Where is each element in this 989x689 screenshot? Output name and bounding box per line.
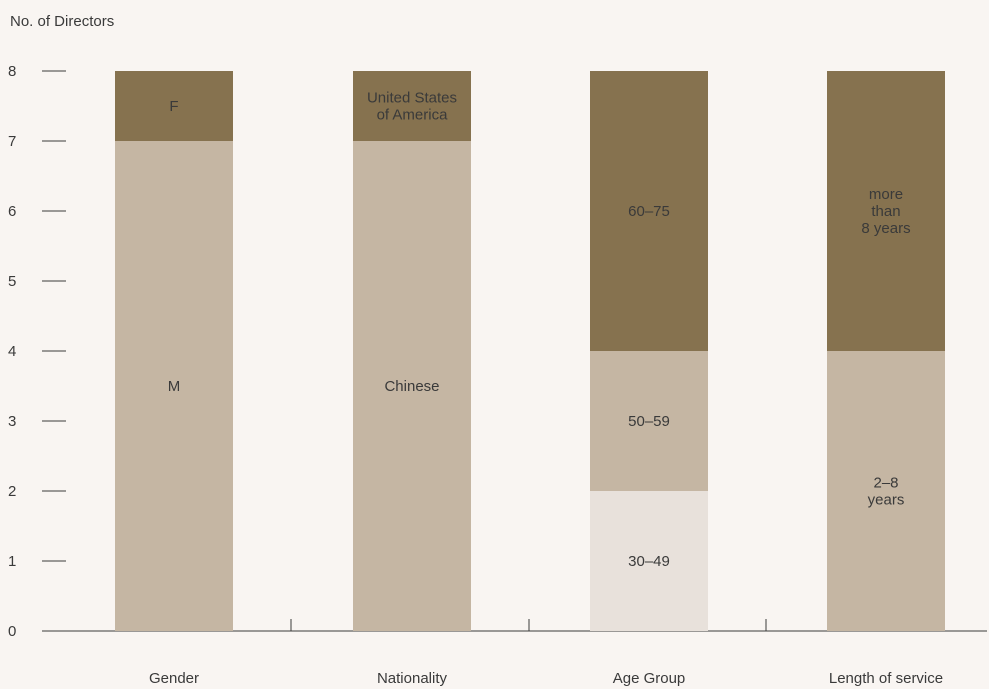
segment-label: United States of America bbox=[367, 90, 457, 124]
bar-segment bbox=[353, 141, 471, 631]
segment-label: more than 8 years bbox=[861, 186, 910, 237]
segment-label: M bbox=[168, 378, 181, 395]
y-tick-label: 1 bbox=[8, 553, 16, 570]
segment-label: F bbox=[169, 98, 178, 115]
y-tick-label: 0 bbox=[8, 623, 16, 640]
y-tick-label: 8 bbox=[8, 63, 16, 80]
category-label: Gender bbox=[149, 670, 199, 687]
segment-label: 50–59 bbox=[628, 413, 670, 430]
y-tick-label: 3 bbox=[8, 413, 16, 430]
bar-segment bbox=[590, 491, 708, 631]
bar-segment bbox=[353, 71, 471, 141]
bar-segment bbox=[827, 351, 945, 631]
category-label: Nationality bbox=[377, 670, 448, 687]
segment-label: Chinese bbox=[384, 378, 439, 395]
labels: M F Gender Chinese United States of America Na… bbox=[149, 90, 943, 688]
y-tick-label: 2 bbox=[8, 483, 16, 500]
y-tick-label: 4 bbox=[8, 343, 16, 360]
bar-segment bbox=[827, 71, 945, 351]
segment-label: 60–75 bbox=[628, 203, 670, 220]
bar-segment bbox=[590, 351, 708, 491]
category-label: Length of service bbox=[829, 670, 943, 687]
segment-label: 30–49 bbox=[628, 553, 670, 570]
y-axis-label: No. of Directors bbox=[10, 13, 114, 30]
y-tick-label: 6 bbox=[8, 203, 16, 220]
segment-label: 2–8 years bbox=[868, 475, 905, 509]
bar-segment bbox=[590, 71, 708, 351]
category-label: Age Group bbox=[613, 670, 686, 687]
bar-segment bbox=[115, 71, 233, 141]
bar-segment bbox=[115, 141, 233, 631]
bars bbox=[115, 71, 945, 631]
y-tick-label: 7 bbox=[8, 133, 16, 150]
y-tick-label: 5 bbox=[8, 273, 16, 290]
